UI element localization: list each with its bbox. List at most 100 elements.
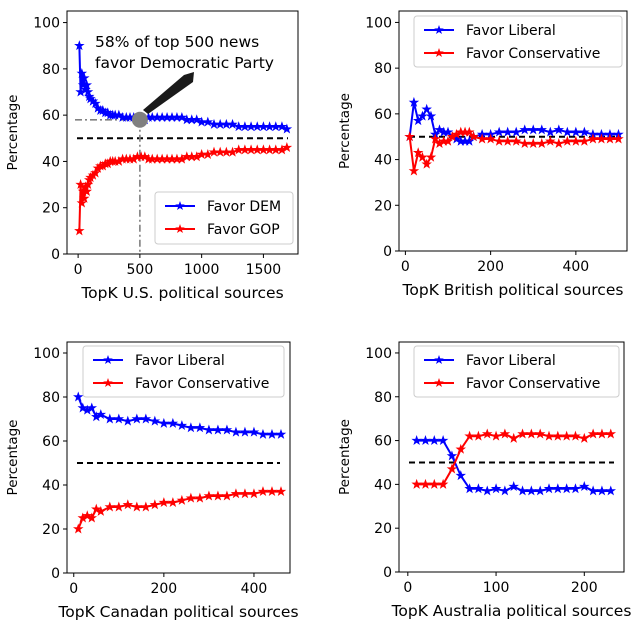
data-point <box>421 158 432 169</box>
y-tick-label: 100 <box>33 346 60 362</box>
series-red <box>74 142 293 236</box>
x-tick-label: 200 <box>571 580 598 596</box>
y-tick-label: 80 <box>374 390 392 406</box>
data-point <box>499 428 511 439</box>
data-point <box>140 413 152 424</box>
y-tick-label: 20 <box>374 521 392 537</box>
data-point <box>579 126 590 137</box>
data-point <box>74 225 85 236</box>
data-point <box>587 428 599 439</box>
axes-frame <box>398 341 625 573</box>
data-point <box>412 115 424 126</box>
data-point <box>194 422 206 433</box>
data-point <box>446 450 458 461</box>
data-point <box>596 133 607 144</box>
legend-star-swatch <box>103 378 113 388</box>
data-point <box>122 415 134 426</box>
data-point <box>437 435 449 446</box>
data-point <box>76 67 88 78</box>
y-tick-label: 80 <box>42 62 60 78</box>
data-point <box>411 478 422 489</box>
data-point <box>113 413 125 424</box>
axes-frame <box>398 10 628 252</box>
y-tick-label: 40 <box>374 153 392 169</box>
data-point <box>534 485 546 496</box>
data-point <box>86 402 98 413</box>
legend-label: Favor Liberal <box>466 353 556 369</box>
legend-frame <box>82 345 285 398</box>
data-point <box>536 138 548 149</box>
legend-entry: Favor Liberal <box>93 353 225 369</box>
data-point <box>149 499 161 510</box>
data-point <box>561 483 572 494</box>
y-axis-label: Percentage <box>337 419 353 495</box>
legend-label: Favor DEM <box>207 199 281 215</box>
data-point <box>203 424 215 435</box>
legend-label: Favor Liberal <box>135 353 225 369</box>
data-point <box>490 430 502 441</box>
data-point <box>420 478 431 489</box>
data-point <box>404 131 415 142</box>
data-point <box>468 131 479 142</box>
legend-entry: Favor Conservative <box>424 376 600 392</box>
data-point <box>464 126 475 137</box>
y-tick-label: 20 <box>42 522 60 538</box>
data-point <box>510 126 522 137</box>
x-tick-label: 1000 <box>184 262 220 278</box>
data-point <box>239 426 251 437</box>
data-point <box>437 478 449 489</box>
data-point <box>176 111 188 122</box>
chart-panel-4: 0 20 40 60 80 100 0 100 200 TopK Australia politi… <box>337 341 631 620</box>
data-point <box>194 492 206 503</box>
legend-frame <box>413 15 623 68</box>
data-point <box>579 135 590 146</box>
data-point <box>212 490 224 501</box>
data-point <box>227 146 238 157</box>
data-point <box>508 432 519 443</box>
y-tick-label: 0 <box>51 247 60 263</box>
data-point <box>266 486 278 497</box>
data-point <box>442 135 454 146</box>
data-point <box>73 523 84 534</box>
data-point <box>408 165 420 176</box>
data-point <box>579 432 590 443</box>
data-point <box>499 485 511 496</box>
data-point <box>473 483 484 494</box>
legend-label: Favor Liberal <box>466 23 556 39</box>
y-tick-label: 60 <box>42 434 60 450</box>
data-point <box>408 96 420 107</box>
annotation-arrow <box>143 72 194 114</box>
legend: Favor Liberal Favor Conservative <box>413 15 623 68</box>
data-point <box>90 167 101 178</box>
data-point <box>429 478 440 489</box>
data-point <box>202 116 214 127</box>
data-point <box>412 147 424 158</box>
data-point <box>545 135 556 146</box>
legend-label: Favor Conservative <box>135 376 269 392</box>
series-blue <box>411 435 617 496</box>
legend-star-swatch <box>434 378 444 388</box>
data-point <box>464 430 475 441</box>
y-tick-label: 100 <box>33 16 60 32</box>
data-point <box>502 126 513 137</box>
data-point <box>191 114 202 125</box>
data-point <box>176 494 188 505</box>
data-point <box>104 501 116 512</box>
y-tick-label: 100 <box>365 346 392 362</box>
y-tick-label: 40 <box>42 478 60 494</box>
data-point <box>266 428 278 439</box>
data-point <box>77 402 89 413</box>
data-point <box>185 422 197 433</box>
y-tick-label: 60 <box>42 108 60 124</box>
data-point <box>464 483 475 494</box>
data-point <box>490 483 502 494</box>
chart-panel-3: 0 20 40 60 80 100 0 200 400 TopK Canadan politica… <box>5 341 299 621</box>
data-point <box>481 428 493 439</box>
data-point <box>81 185 93 196</box>
y-tick-label: 100 <box>365 15 392 31</box>
data-point <box>90 98 101 109</box>
y-tick-label: 0 <box>383 565 392 581</box>
data-point <box>604 133 616 144</box>
annotation-marker <box>131 111 148 128</box>
data-point <box>95 505 107 516</box>
